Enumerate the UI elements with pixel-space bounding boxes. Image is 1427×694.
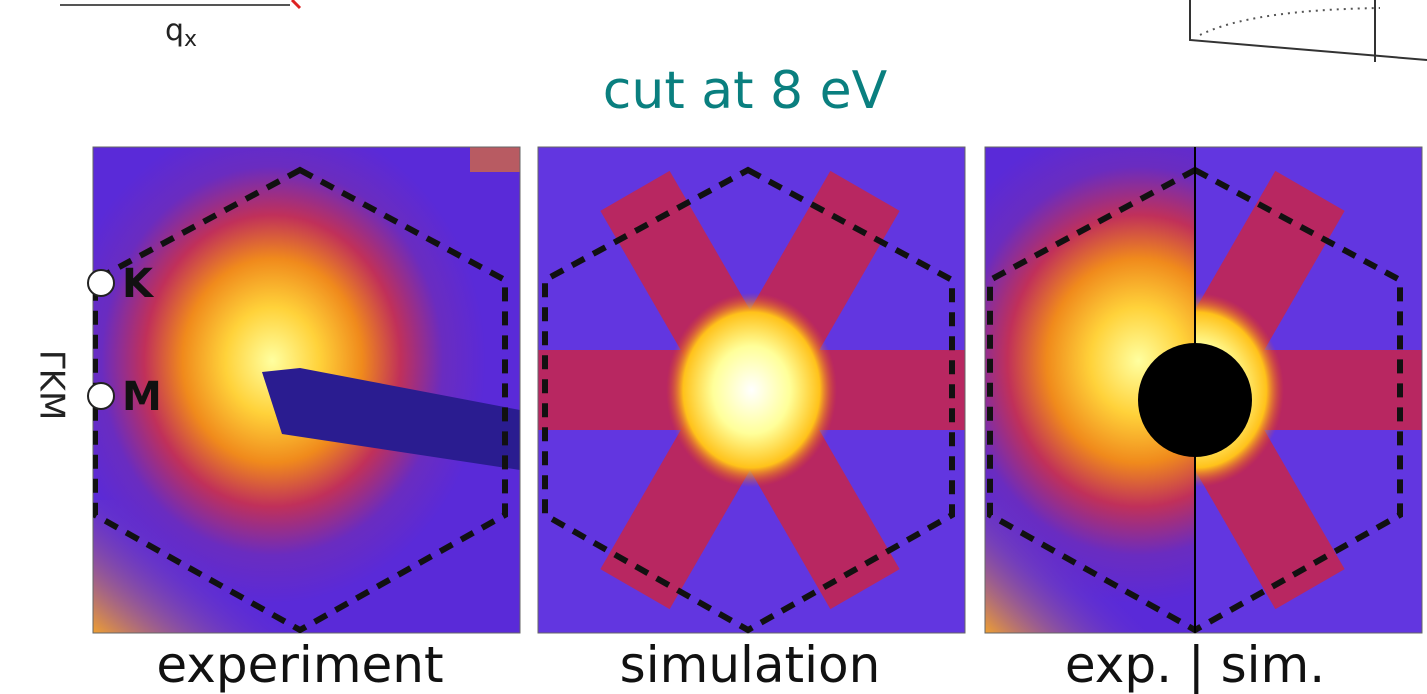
point-label: M — [122, 374, 162, 420]
box-curve — [1200, 8, 1380, 35]
caption: simulation — [620, 636, 881, 694]
box-fragment — [1190, 0, 1427, 60]
side-label: ΓKM — [32, 350, 72, 421]
arrow-fragment — [292, 0, 300, 8]
point-label: K — [122, 261, 155, 307]
point-marker — [88, 383, 114, 409]
title: cut at 8 eV — [603, 61, 888, 121]
caption: exp. | sim. — [1065, 636, 1325, 694]
caption: experiment — [156, 636, 443, 694]
panel-simulation — [520, 147, 980, 633]
figure: qx cut at 8 eV ΓKM K M experiment simula — [0, 0, 1427, 694]
axis-label: qx — [165, 13, 197, 52]
point-marker — [88, 270, 114, 296]
